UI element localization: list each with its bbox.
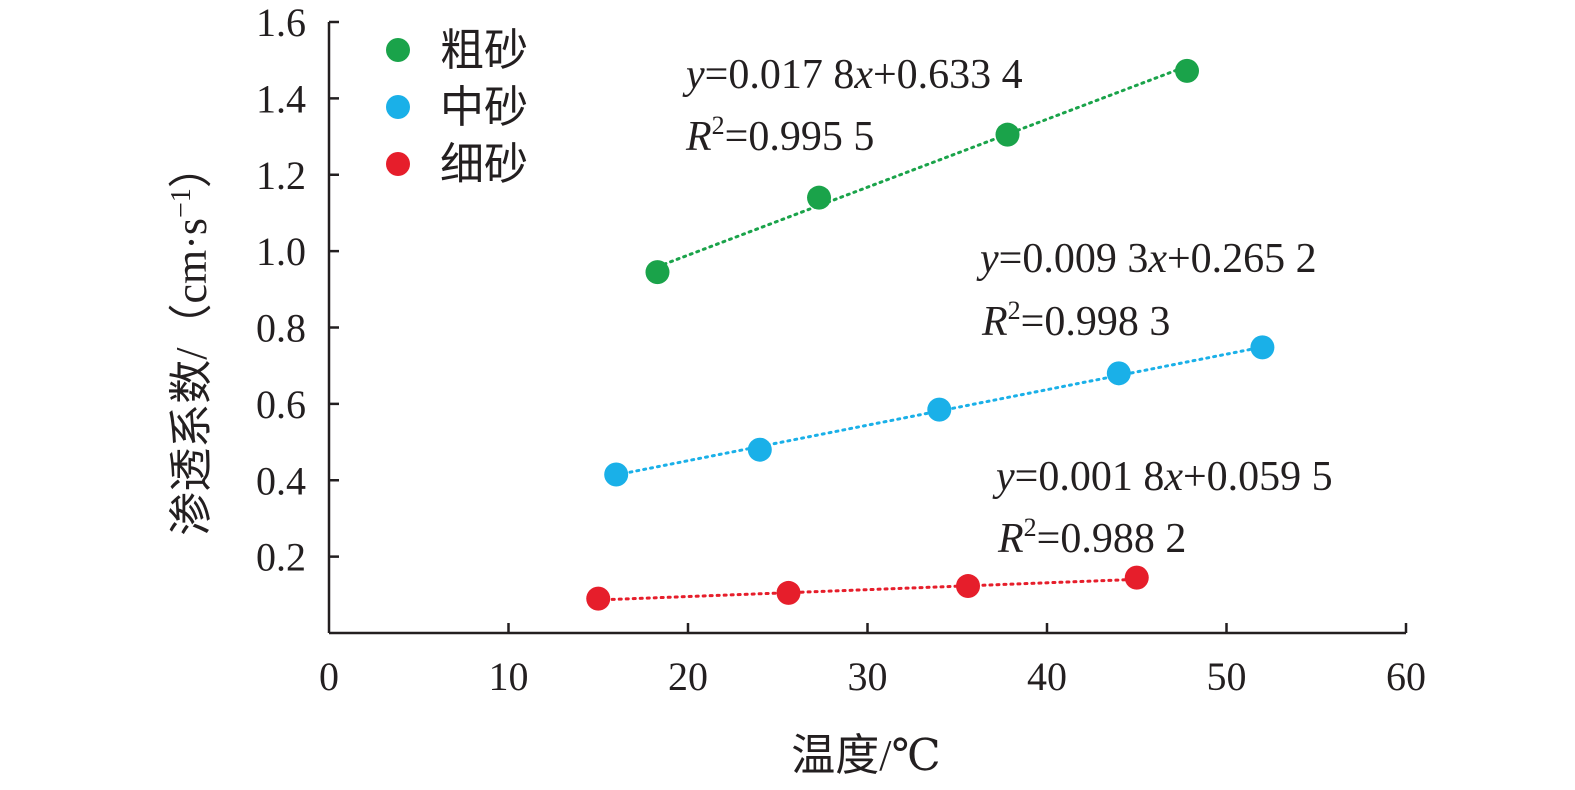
r2-var: R [685,114,712,160]
r2-value: =0.988 2 [1037,516,1187,562]
r2-line-fine-sand: R2=0.988 2 [997,513,1186,562]
y-axis-title-main: 渗透系数/（cm·s [167,218,216,536]
r2-var: R [997,516,1024,562]
equation-coarse-sand: y=0.017 8x+0.633 4 R2=0.995 5 [682,52,1023,160]
legend-item-coarse-sand: 粗砂 [386,26,528,75]
data-point-medium-sand [604,462,629,487]
y-tick-label: 1.2 [256,153,306,198]
legend-item-fine-sand: 细砂 [386,140,528,189]
data-point-fine-sand [776,580,801,605]
equation-line-medium-sand: y=0.009 3x+0.265 2 [976,236,1317,282]
legend-label-coarse-sand: 粗砂 [440,26,528,75]
y-tick-label: 0.6 [256,382,306,427]
y-tick-label: 0.4 [256,458,306,503]
eq-intercept: +0.059 5 [1183,454,1333,500]
data-point-medium-sand [1250,335,1275,360]
r2-value: =0.998 3 [1021,299,1171,345]
trend-line-coarse-sand [655,64,1189,269]
eq-coefficient: =0.017 8 [705,52,855,98]
r2-superscript: 2 [712,111,725,140]
data-point-coarse-sand [807,185,832,210]
y-axis-ticks: 0.2 0.4 0.6 0.8 1.0 1.2 1.4 1.6 [256,0,339,580]
r2-superscript: 2 [1024,513,1037,542]
y-axis-title: 渗透系数/（cm·s−1） [166,144,216,536]
eq-y-var: y [976,236,999,282]
equation-line-fine-sand: y=0.001 8x+0.059 5 [992,454,1333,500]
legend-marker-coarse-sand [386,38,410,62]
x-tick-label: 50 [1207,654,1247,699]
x-tick-label: 0 [319,654,339,699]
eq-intercept: +0.633 4 [873,52,1023,98]
r2-var: R [981,299,1008,345]
data-point-medium-sand [747,437,772,462]
x-axis-title: 温度/℃ [791,731,940,780]
data-point-fine-sand [1124,565,1149,590]
data-point-medium-sand [1106,361,1131,386]
equation-line-coarse-sand: y=0.017 8x+0.633 4 [682,52,1023,98]
eq-coefficient: =0.001 8 [1015,454,1165,500]
legend-item-medium-sand: 中砂 [386,83,528,132]
eq-coefficient: =0.009 3 [999,236,1149,282]
legend: 粗砂 中砂 细砂 [386,26,528,189]
eq-y-var: y [682,52,705,98]
eq-x-var: x [853,52,873,98]
legend-marker-fine-sand [386,152,410,176]
x-axis-ticks: 0 10 20 30 40 50 60 [319,623,1426,699]
y-tick-label: 1.4 [256,76,306,121]
x-tick-label: 10 [489,654,529,699]
y-axis-title-superscript: −1 [166,188,197,218]
y-tick-label: 1.0 [256,229,306,274]
legend-marker-medium-sand [386,95,410,119]
data-point-coarse-sand [995,122,1020,147]
equation-medium-sand: y=0.009 3x+0.265 2 R2=0.998 3 [976,236,1317,345]
y-tick-label: 0.8 [256,306,306,351]
x-tick-label: 20 [668,654,708,699]
data-point-fine-sand [586,586,611,611]
data-point-medium-sand [927,397,952,422]
data-point-fine-sand [956,574,981,599]
data-points [586,58,1275,611]
data-point-coarse-sand [645,260,670,285]
r2-value: =0.995 5 [725,114,875,160]
r2-line-coarse-sand: R2=0.995 5 [685,111,874,160]
legend-label-medium-sand: 中砂 [440,83,528,132]
trend-line-fine-sand [596,577,1139,602]
y-axis-title-close: ） [167,144,216,188]
eq-x-var: x [1147,236,1167,282]
r2-line-medium-sand: R2=0.998 3 [981,296,1170,345]
x-tick-label: 60 [1386,654,1426,699]
equation-fine-sand: y=0.001 8x+0.059 5 R2=0.988 2 [992,454,1333,562]
x-tick-label: 40 [1027,654,1067,699]
eq-x-var: x [1163,454,1183,500]
x-tick-label: 30 [848,654,888,699]
r2-superscript: 2 [1008,296,1021,325]
y-tick-label: 0.2 [256,535,306,580]
y-tick-label: 1.6 [256,0,306,45]
legend-label-fine-sand: 细砂 [440,140,528,189]
eq-y-var: y [992,454,1015,500]
data-point-coarse-sand [1175,58,1200,83]
eq-intercept: +0.265 2 [1167,236,1317,282]
